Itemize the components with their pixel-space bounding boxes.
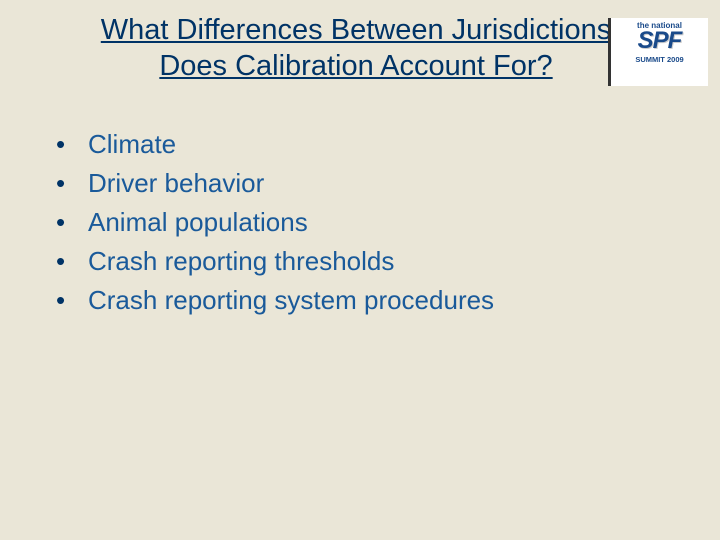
- bullet-text: Crash reporting system procedures: [88, 283, 494, 318]
- bullet-text: Climate: [88, 127, 176, 162]
- slide-title: What Differences Between Jurisdictions D…: [76, 12, 636, 85]
- content-area: • Climate • Driver behavior • Animal pop…: [56, 127, 700, 318]
- bullet-text: Driver behavior: [88, 166, 264, 201]
- bullet-marker-icon: •: [56, 244, 88, 279]
- bullet-marker-icon: •: [56, 166, 88, 201]
- list-item: • Climate: [56, 127, 700, 162]
- list-item: • Driver behavior: [56, 166, 700, 201]
- bullet-marker-icon: •: [56, 283, 88, 318]
- bullet-text: Animal populations: [88, 205, 308, 240]
- bullet-marker-icon: •: [56, 205, 88, 240]
- bullet-marker-icon: •: [56, 127, 88, 162]
- logo-bottom-text: SUMMIT 2009: [615, 55, 704, 64]
- bullet-list: • Climate • Driver behavior • Animal pop…: [56, 127, 700, 318]
- logo-main-text: SPF: [615, 30, 704, 53]
- list-item: • Crash reporting system procedures: [56, 283, 700, 318]
- bullet-text: Crash reporting thresholds: [88, 244, 394, 279]
- title-container: What Differences Between Jurisdictions D…: [76, 12, 636, 85]
- spf-summit-logo: the national SPF SUMMIT 2009: [608, 18, 708, 86]
- list-item: • Crash reporting thresholds: [56, 244, 700, 279]
- presentation-slide: the national SPF SUMMIT 2009 What Differ…: [0, 0, 720, 540]
- list-item: • Animal populations: [56, 205, 700, 240]
